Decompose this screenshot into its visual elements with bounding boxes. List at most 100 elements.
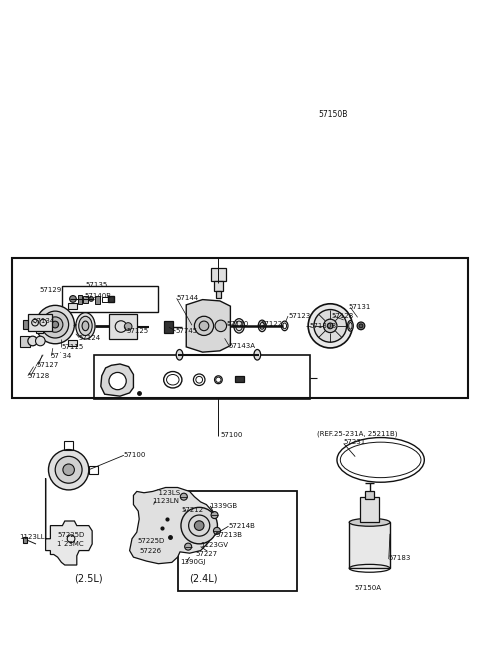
Bar [23,537,27,543]
Bar [78,295,82,304]
Text: (REF.25-231A, 25211B): (REF.25-231A, 25211B) [317,430,397,437]
Text: 57125: 57125 [126,328,148,334]
Circle shape [327,323,333,328]
Bar [83,296,88,303]
Text: 57115: 57115 [61,344,84,350]
Text: 57144: 57144 [177,295,199,302]
Bar [68,303,77,309]
Text: 57127: 57127 [36,362,58,369]
Text: 57122: 57122 [261,321,283,327]
Text: 57150B: 57150B [318,110,348,120]
Polygon shape [186,300,230,352]
Text: 1˙23MC: 1˙23MC [57,541,84,547]
Polygon shape [130,487,215,564]
Text: 57100: 57100 [124,452,146,459]
Text: 57227: 57227 [196,551,218,557]
Text: 57143A: 57143A [229,342,256,349]
Bar [360,497,379,522]
Bar [62,286,158,312]
Text: 57212: 57212 [181,507,204,513]
Circle shape [36,336,45,346]
Text: 57100: 57100 [221,432,243,438]
Text: 1390GJ: 1390GJ [180,559,205,566]
Bar [178,491,297,591]
Ellipse shape [254,350,261,360]
Text: 57123: 57123 [288,313,310,319]
Text: 1123LL: 1123LL [19,534,45,541]
Text: 57231: 57231 [344,438,366,445]
Ellipse shape [176,350,183,360]
Circle shape [314,309,347,342]
Ellipse shape [234,319,244,333]
Text: 57135: 57135 [85,282,108,288]
Text: 57124: 57124 [78,334,100,341]
Circle shape [194,521,204,530]
Text: 57134: 57134 [33,317,55,324]
Text: (2.5L): (2.5L) [74,573,103,583]
Bar [64,441,73,449]
Bar [68,340,77,346]
Ellipse shape [349,518,390,526]
Bar [23,320,33,329]
Circle shape [357,322,365,330]
Circle shape [199,321,209,330]
Circle shape [63,464,74,476]
Circle shape [215,320,227,332]
Circle shape [28,336,37,346]
Text: 57128: 57128 [28,373,50,379]
Circle shape [180,493,187,500]
Text: 1123GV: 1123GV [201,541,228,548]
Text: 57131: 57131 [348,304,371,311]
Polygon shape [101,364,133,396]
Circle shape [308,304,352,348]
Bar [102,297,109,302]
Polygon shape [46,478,92,565]
Circle shape [194,316,214,336]
Text: 1339GB: 1339GB [209,503,237,509]
Bar [12,258,468,398]
Text: 57213B: 57213B [215,532,242,538]
Bar [94,355,310,399]
Circle shape [48,317,63,332]
Bar [211,268,226,281]
Circle shape [36,306,74,344]
Text: 57˙34: 57˙34 [51,353,72,359]
Circle shape [48,449,89,490]
Circle shape [42,311,69,338]
Circle shape [70,296,76,302]
Circle shape [359,324,363,328]
Bar [89,466,98,474]
Ellipse shape [258,320,266,332]
Bar [214,281,223,291]
Circle shape [185,543,192,550]
Text: 1123LN: 1123LN [153,497,180,504]
Circle shape [124,323,132,330]
Ellipse shape [79,316,92,336]
Circle shape [55,457,82,483]
Text: 57120: 57120 [227,321,249,327]
Text: ˙123LS: ˙123LS [156,489,181,496]
Circle shape [109,373,126,390]
Bar [28,314,52,331]
Circle shape [89,296,94,302]
Bar [365,491,374,499]
Ellipse shape [82,321,89,330]
Text: 57129: 57129 [40,286,62,293]
Bar [349,522,390,568]
Text: 57225D: 57225D [58,532,85,538]
Bar [216,291,221,298]
Ellipse shape [348,321,353,331]
Bar [95,296,100,304]
Text: 57140B: 57140B [84,293,111,300]
Circle shape [52,321,59,328]
Text: (2.4L): (2.4L) [190,573,218,583]
Text: 57128: 57128 [331,313,353,319]
Text: 57225D: 57225D [138,538,165,545]
Bar [36,316,43,333]
Circle shape [181,507,217,544]
Text: 57226: 57226 [139,547,161,554]
Circle shape [214,528,220,534]
Circle shape [324,319,337,332]
Bar [109,314,137,339]
Ellipse shape [76,313,95,339]
